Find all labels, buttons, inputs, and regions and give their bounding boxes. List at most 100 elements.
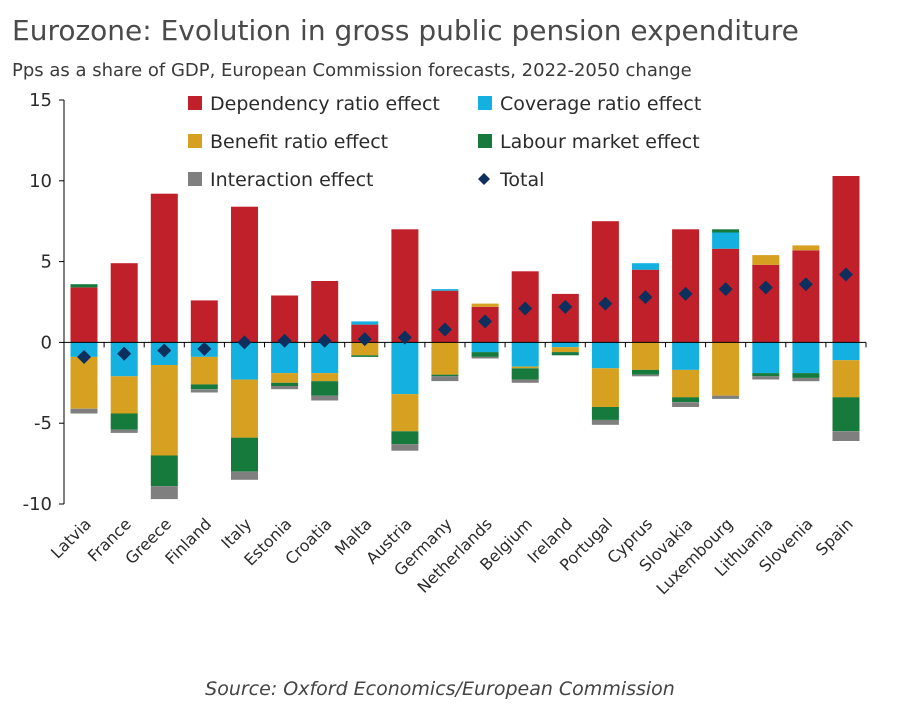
bar-labour <box>391 431 419 445</box>
bar-coverage <box>632 263 659 270</box>
chart-subtitle: Pps as a share of GDP, European Commissi… <box>12 60 692 81</box>
bar-interaction <box>391 444 419 451</box>
bar-benefit <box>231 379 258 438</box>
bar-benefit <box>150 365 178 456</box>
total-marker <box>718 282 733 297</box>
bar-interaction <box>190 389 218 393</box>
bar-dependency <box>190 300 218 343</box>
bar-dependency <box>70 287 98 343</box>
legend-label-labour: Labour market effect <box>500 131 700 153</box>
total-marker <box>157 343 172 358</box>
bar-interaction <box>511 379 539 383</box>
y-tick-label: 5 <box>41 252 52 273</box>
chart-source: Source: Oxford Economics/European Commis… <box>205 678 675 700</box>
bar-interaction <box>231 471 258 480</box>
bar-coverage <box>832 342 860 361</box>
total-marker <box>237 335 252 350</box>
bar-labour <box>632 369 659 375</box>
bar-coverage <box>591 342 619 369</box>
total-marker <box>317 333 332 348</box>
bar-benefit <box>591 368 619 408</box>
total-marker <box>678 286 693 301</box>
bar-benefit <box>672 369 700 398</box>
chart-title: Eurozone: Evolution in gross public pens… <box>12 14 799 47</box>
bar-interaction <box>311 395 339 401</box>
legend-label-interaction: Interaction effect <box>210 169 374 191</box>
bar-coverage <box>672 342 700 370</box>
bar-dependency <box>632 269 659 343</box>
bar-benefit <box>712 342 740 396</box>
bar-dependency <box>311 281 339 343</box>
bar-benefit <box>832 360 860 398</box>
total-marker <box>77 349 92 364</box>
legend-swatch-total <box>478 173 490 185</box>
legend-swatch-dependency <box>188 96 202 110</box>
bar-labour <box>70 284 98 288</box>
bar-labour <box>832 397 860 432</box>
bar-benefit <box>311 373 339 382</box>
bar-interaction <box>70 408 98 414</box>
bar-interaction <box>110 429 138 433</box>
bar-dependency <box>391 229 419 343</box>
total-marker <box>558 299 573 314</box>
bar-labour <box>351 355 379 357</box>
total-marker <box>478 314 493 329</box>
legend-swatch-interaction <box>188 172 202 186</box>
total-marker <box>518 301 533 316</box>
bar-benefit <box>752 255 780 265</box>
bar-labour <box>190 384 218 390</box>
total-marker <box>117 346 132 361</box>
bar-interaction <box>471 356 499 359</box>
bar-coverage <box>70 342 98 357</box>
bar-benefit <box>351 342 379 356</box>
legend-label-total: Total <box>499 169 544 191</box>
total-marker <box>598 296 613 311</box>
bar-dependency <box>150 193 178 343</box>
bar-dependency <box>672 229 700 343</box>
bar-interaction <box>150 486 178 500</box>
legend-label-coverage: Coverage ratio effect <box>500 93 701 115</box>
bar-coverage <box>351 321 379 325</box>
bar-labour <box>551 352 579 356</box>
bar-benefit <box>632 342 659 370</box>
bar-dependency <box>110 263 138 343</box>
bar-coverage <box>551 342 579 348</box>
bar-benefit <box>551 347 579 352</box>
legend-swatch-coverage <box>478 96 492 110</box>
total-marker <box>197 341 212 356</box>
bar-coverage <box>511 342 539 367</box>
bar-labour <box>311 381 339 396</box>
bar-labour <box>231 437 258 472</box>
bar-interaction <box>271 386 299 390</box>
bar-interaction <box>431 376 459 382</box>
bar-labour <box>271 382 299 386</box>
y-tick-label: -10 <box>23 494 52 515</box>
bar-dependency <box>591 221 619 343</box>
bar-labour <box>431 374 459 377</box>
bar-benefit <box>110 376 138 414</box>
bar-dependency <box>231 206 258 343</box>
bar-benefit <box>431 342 459 375</box>
total-marker <box>437 322 452 337</box>
x-category-label: Spain <box>812 514 857 559</box>
legend-label-dependency: Dependency ratio effect <box>210 93 440 115</box>
y-tick-label: 15 <box>29 90 52 111</box>
bar-labour <box>150 455 178 487</box>
total-marker <box>798 277 813 292</box>
bar-interaction <box>672 402 700 407</box>
bar-interaction <box>832 431 860 441</box>
bar-coverage <box>752 342 780 374</box>
bar-benefit <box>511 366 539 369</box>
bar-interaction <box>792 378 820 382</box>
y-tick-label: 0 <box>41 332 52 353</box>
bar-interaction <box>632 374 659 377</box>
bar-dependency <box>832 176 860 343</box>
bar-dependency <box>752 264 780 343</box>
bar-coverage <box>431 289 459 291</box>
bar-labour <box>752 373 780 377</box>
bar-labour <box>792 373 820 378</box>
total-marker <box>638 290 653 305</box>
bar-interaction <box>752 376 780 380</box>
bar-dependency <box>792 250 820 343</box>
